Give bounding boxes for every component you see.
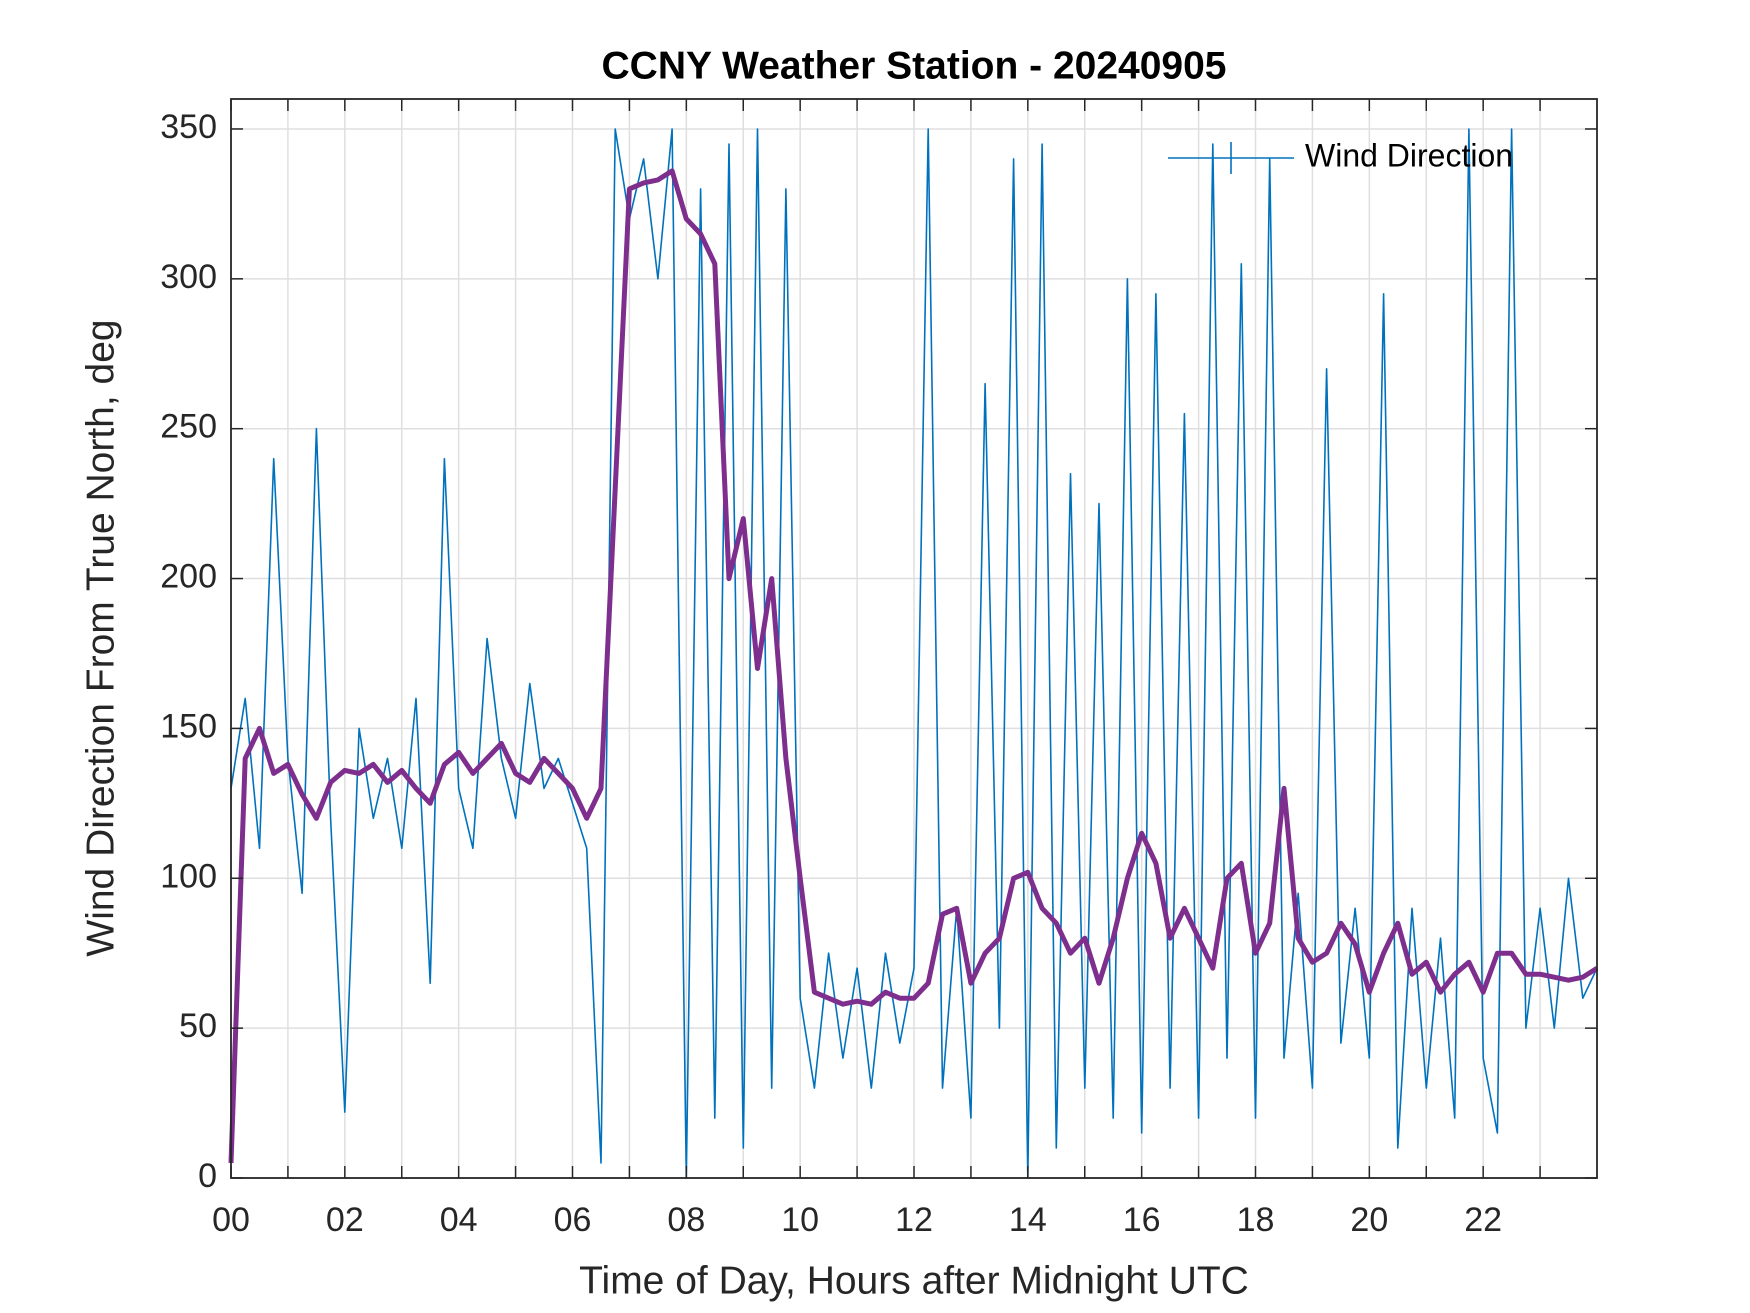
y-tick-label: 250 [160,408,217,446]
y-tick-label: 0 [198,1157,217,1195]
y-tick-label: 50 [179,1007,217,1045]
y-tick-label: 300 [160,258,217,296]
chart-title: CCNY Weather Station - 20240905 [602,44,1227,87]
x-tick-label: 12 [895,1201,933,1239]
x-tick-label: 22 [1464,1201,1502,1239]
x-tick-label: 02 [326,1201,364,1239]
legend: Wind Direction [1168,137,1513,174]
axes: 0 50 100 150 200 250 300 350 00 02 04 06 08 10 12 14 16 1… [160,98,1598,1239]
y-axis-label: Wind Direction From True North, deg [79,319,122,956]
legend-label: Wind Direction [1305,137,1513,173]
data-line [228,168,1599,1164]
x-tick-label: 04 [440,1201,478,1239]
x-tick-label: 18 [1237,1201,1275,1239]
x-tick-label: 10 [781,1201,819,1239]
y-tick-label: 150 [160,707,217,745]
x-tick-label: 06 [554,1201,592,1239]
y-tick-label: 350 [160,108,217,146]
x-tick-label: 00 [212,1201,250,1239]
x-tick-label: 08 [667,1201,705,1239]
plot-area [228,128,1599,1179]
data-line [230,128,1598,1179]
x-axis-label: Time of Day, Hours after Midnight UTC [579,1259,1249,1302]
x-tick-label: 14 [1009,1201,1047,1239]
axes-box [230,98,1598,1179]
x-tick-label: 20 [1350,1201,1388,1239]
y-tick-label: 100 [160,857,217,895]
y-tick-label: 200 [160,558,217,596]
x-tick-label: 16 [1123,1201,1161,1239]
